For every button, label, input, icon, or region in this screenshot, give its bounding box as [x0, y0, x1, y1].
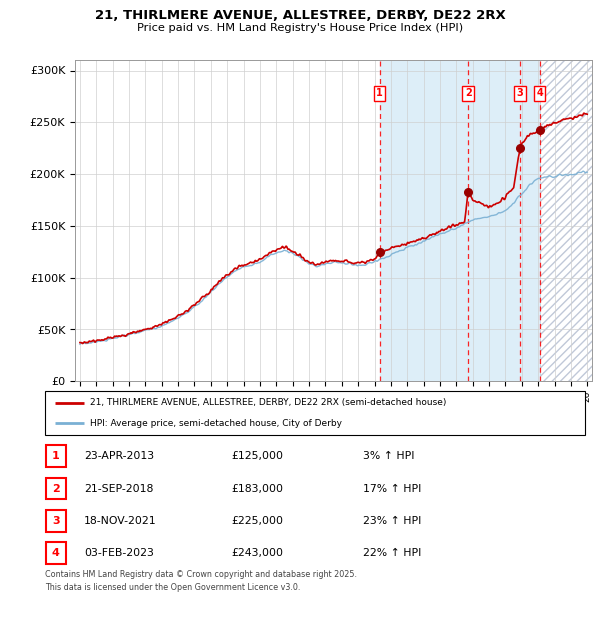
Text: 18-NOV-2021: 18-NOV-2021 — [84, 516, 157, 526]
Text: 03-FEB-2023: 03-FEB-2023 — [84, 548, 154, 558]
Bar — [539, 60, 592, 381]
Text: Contains HM Land Registry data © Crown copyright and database right 2025.: Contains HM Land Registry data © Crown c… — [45, 570, 357, 580]
Text: This data is licensed under the Open Government Licence v3.0.: This data is licensed under the Open Gov… — [45, 583, 301, 592]
Text: 17% ↑ HPI: 17% ↑ HPI — [363, 484, 421, 494]
Text: Price paid vs. HM Land Registry's House Price Index (HPI): Price paid vs. HM Land Registry's House … — [137, 23, 463, 33]
Text: HPI: Average price, semi-detached house, City of Derby: HPI: Average price, semi-detached house,… — [91, 418, 343, 428]
Text: 3% ↑ HPI: 3% ↑ HPI — [363, 451, 415, 461]
Text: 21, THIRLMERE AVENUE, ALLESTREE, DERBY, DE22 2RX (semi-detached house): 21, THIRLMERE AVENUE, ALLESTREE, DERBY, … — [91, 398, 447, 407]
Text: 2: 2 — [52, 484, 59, 494]
Text: 21, THIRLMERE AVENUE, ALLESTREE, DERBY, DE22 2RX: 21, THIRLMERE AVENUE, ALLESTREE, DERBY, … — [95, 9, 505, 22]
Text: 2: 2 — [465, 88, 472, 99]
Text: £183,000: £183,000 — [231, 484, 283, 494]
Text: £125,000: £125,000 — [231, 451, 283, 461]
Text: 4: 4 — [52, 548, 60, 558]
Text: 21-SEP-2018: 21-SEP-2018 — [84, 484, 154, 494]
Text: 1: 1 — [52, 451, 59, 461]
Text: 23-APR-2013: 23-APR-2013 — [84, 451, 154, 461]
Text: 23% ↑ HPI: 23% ↑ HPI — [363, 516, 421, 526]
Text: 22% ↑ HPI: 22% ↑ HPI — [363, 548, 421, 558]
Text: £243,000: £243,000 — [231, 548, 283, 558]
Text: 3: 3 — [52, 516, 59, 526]
Bar — [380, 60, 539, 381]
Text: £225,000: £225,000 — [231, 516, 283, 526]
Text: 1: 1 — [376, 88, 383, 99]
Text: 4: 4 — [536, 88, 543, 99]
Text: 3: 3 — [517, 88, 523, 99]
